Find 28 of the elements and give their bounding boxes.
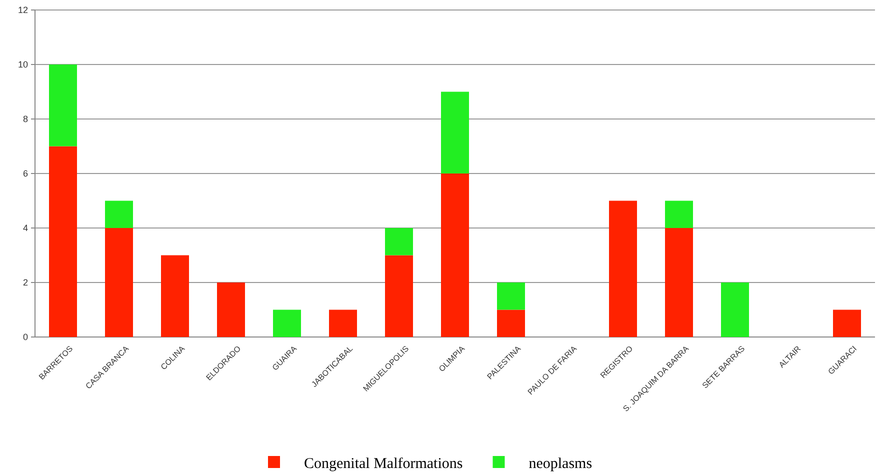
bar — [609, 200, 637, 337]
y-tick-label: 2 — [22, 277, 28, 288]
bar — [105, 228, 133, 337]
bar — [497, 310, 525, 337]
bar — [385, 228, 413, 256]
bar — [49, 64, 77, 146]
y-tick-label: 10 — [18, 59, 28, 70]
bar — [497, 282, 525, 310]
legend-label: Congenital Malformations — [304, 456, 463, 472]
y-tick-label: 4 — [22, 222, 28, 233]
y-tick-label: 0 — [22, 332, 28, 342]
y-tick-label: 6 — [22, 168, 28, 178]
bar — [665, 228, 693, 337]
bar — [833, 310, 861, 337]
bar — [161, 255, 189, 337]
legend-label: neoplasms — [528, 456, 592, 472]
bar — [273, 310, 301, 337]
bar — [329, 310, 357, 337]
bar — [665, 200, 693, 228]
bar — [217, 282, 245, 337]
bar — [441, 174, 469, 337]
bar — [721, 282, 749, 337]
bar — [49, 146, 77, 337]
bar — [385, 255, 413, 337]
bar — [105, 200, 133, 228]
y-tick-label: 8 — [22, 114, 28, 124]
y-tick-label: 12 — [18, 4, 28, 15]
bar — [441, 92, 469, 174]
